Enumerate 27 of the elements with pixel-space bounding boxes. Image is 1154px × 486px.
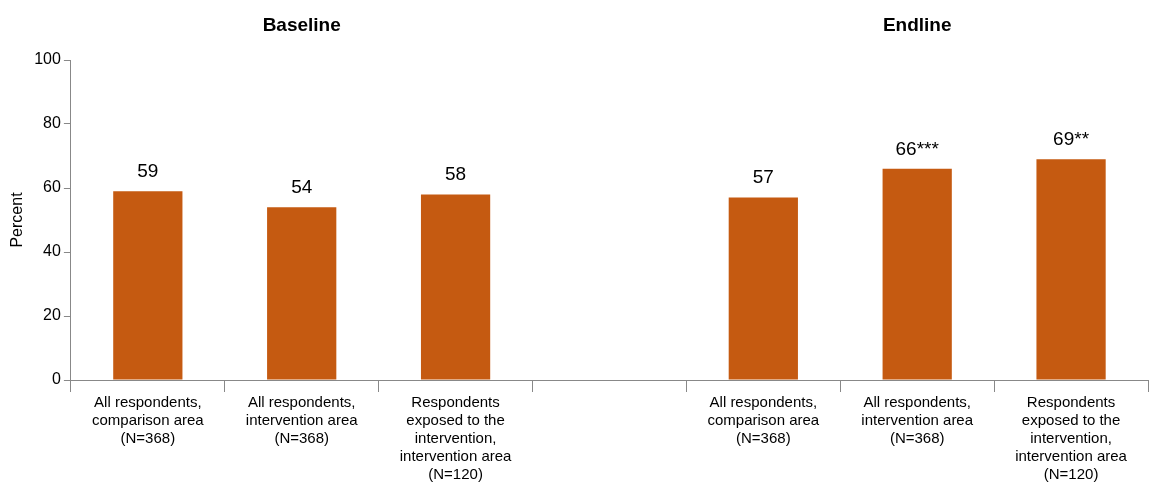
text: Endline [882,14,952,36]
y-tick-label: 60 [43,178,61,196]
bar [113,191,183,380]
data-label: 69** [1053,127,1090,149]
y-tick-label: 20 [43,306,61,324]
y-tick-label: 80 [43,114,61,132]
x-tick-label: All respondents, comparison area (N=368) [91,393,205,447]
x-tick-label: Respondents exposed to the intervention, intervention area (N=120) [399,393,513,483]
bar [728,197,798,380]
x-tick-label: All respondents, intervention area (N=368) [245,393,359,447]
bar [420,194,491,380]
text: Baseline [262,14,341,36]
y-tick-label: 0 [51,370,61,388]
y-axis-title: Percent [8,191,26,248]
y-tick-label: 100 [34,50,61,68]
x-tick-label: All respondents, comparison area (N=368) [707,393,820,447]
bar [882,168,952,380]
data-label: 57 [752,166,774,188]
data-label: 66*** [895,137,940,159]
bar [1036,159,1106,380]
x-tick-label: All respondents, intervention area (N=368) [861,393,974,447]
x-tick-label: Respondents exposed to the intervention, intervention area (N=120) [1015,393,1128,483]
data-label: 58 [445,163,467,185]
y-tick-label: 40 [43,242,61,260]
bar [267,207,337,380]
data-label: 59 [137,159,159,181]
data-label: 54 [291,175,313,197]
